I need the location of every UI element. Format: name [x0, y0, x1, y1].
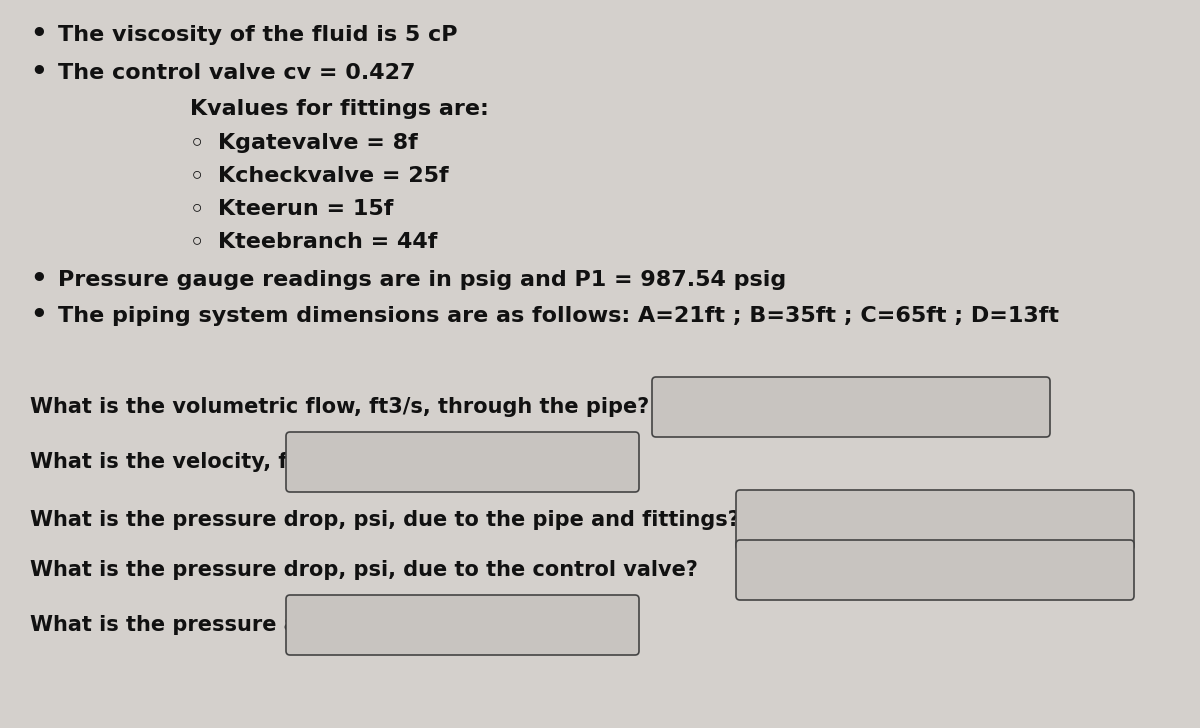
FancyBboxPatch shape	[736, 540, 1134, 600]
FancyBboxPatch shape	[286, 595, 640, 655]
Text: •: •	[30, 267, 47, 293]
Text: ◦: ◦	[190, 166, 204, 186]
Text: •: •	[30, 303, 47, 329]
Text: ◦: ◦	[190, 232, 204, 252]
Text: ◦: ◦	[190, 133, 204, 153]
Text: ◦: ◦	[190, 199, 204, 219]
Text: Kteebranch = 44f: Kteebranch = 44f	[218, 232, 437, 252]
Text: What is the pressure drop, psi, due to the pipe and fittings?: What is the pressure drop, psi, due to t…	[30, 510, 739, 530]
Text: The control valve cv = 0.427: The control valve cv = 0.427	[58, 63, 415, 83]
Text: Kteerun = 15f: Kteerun = 15f	[218, 199, 394, 219]
Text: Kcheckvalve = 25f: Kcheckvalve = 25f	[218, 166, 449, 186]
Text: The piping system dimensions are as follows: A=21ft ; B=35ft ; C=65ft ; D=13ft: The piping system dimensions are as foll…	[58, 306, 1060, 326]
Text: Kvalues for fittings are:: Kvalues for fittings are:	[190, 99, 488, 119]
Text: What is the pressure at P2, psig?: What is the pressure at P2, psig?	[30, 615, 421, 635]
FancyBboxPatch shape	[652, 377, 1050, 437]
Text: •: •	[30, 22, 47, 48]
Text: •: •	[30, 60, 47, 86]
Text: What is the pressure drop, psi, due to the control valve?: What is the pressure drop, psi, due to t…	[30, 560, 698, 580]
FancyBboxPatch shape	[736, 490, 1134, 550]
Text: What is the velocity, ft/s?: What is the velocity, ft/s?	[30, 452, 330, 472]
Text: The viscosity of the fluid is 5 cP: The viscosity of the fluid is 5 cP	[58, 25, 457, 45]
Text: Kgatevalve = 8f: Kgatevalve = 8f	[218, 133, 418, 153]
Text: What is the volumetric flow, ft3/s, through the pipe?: What is the volumetric flow, ft3/s, thro…	[30, 397, 649, 417]
FancyBboxPatch shape	[286, 432, 640, 492]
Text: Pressure gauge readings are in psig and P1 = 987.54 psig: Pressure gauge readings are in psig and …	[58, 270, 786, 290]
